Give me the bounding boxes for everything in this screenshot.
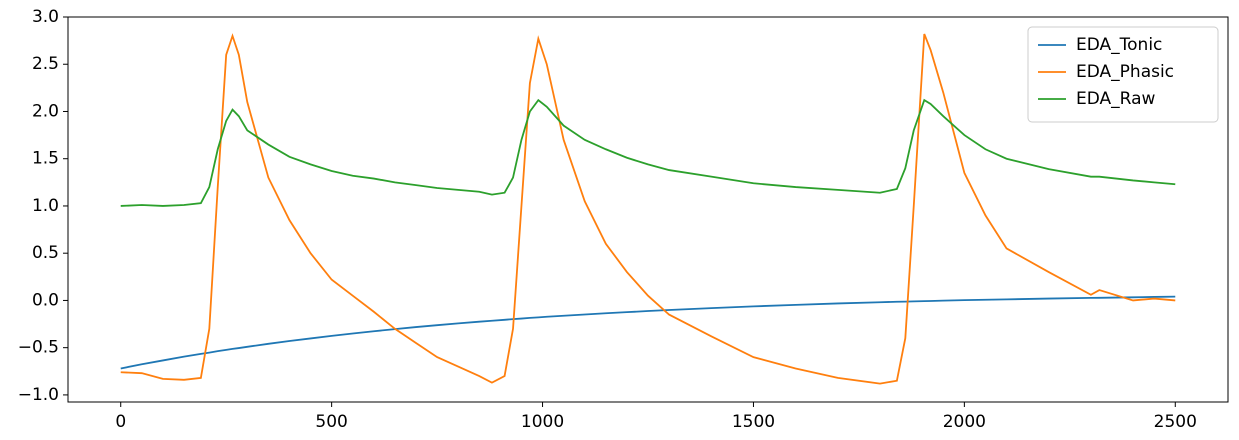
y-tick-label: 2.0 bbox=[32, 101, 59, 121]
legend-box bbox=[1027, 26, 1219, 123]
x-tick-label: 2000 bbox=[943, 412, 986, 432]
y-tick-label: 0.5 bbox=[32, 243, 59, 263]
y-tick-label: 3.0 bbox=[32, 7, 59, 27]
series-line bbox=[120, 295, 1176, 370]
legend-label: EDA_Raw bbox=[1076, 89, 1156, 109]
legend-label: EDA_Phasic bbox=[1076, 62, 1174, 82]
x-tick-label: 1500 bbox=[732, 412, 775, 432]
plot-frame bbox=[67, 16, 1229, 403]
y-tick-label: 1.0 bbox=[32, 196, 59, 216]
legend: EDA_Tonic EDA_Phasic EDA_Raw bbox=[1027, 26, 1219, 123]
y-tick-label: −1.0 bbox=[18, 385, 59, 405]
x-tick-label: 1000 bbox=[521, 412, 564, 432]
x-tick-label: 500 bbox=[315, 412, 347, 432]
y-tick-label: 2.5 bbox=[32, 54, 59, 74]
x-tick-label: 2500 bbox=[1154, 412, 1197, 432]
y-tick-label: −0.5 bbox=[18, 338, 59, 358]
legend-label: EDA_Tonic bbox=[1076, 35, 1162, 55]
series-line bbox=[120, 98, 1176, 207]
y-tick-label: 1.5 bbox=[32, 149, 59, 169]
x-tick-label: 0 bbox=[115, 412, 126, 432]
y-tick-label: 0.0 bbox=[32, 290, 59, 310]
series-line bbox=[120, 33, 1176, 385]
